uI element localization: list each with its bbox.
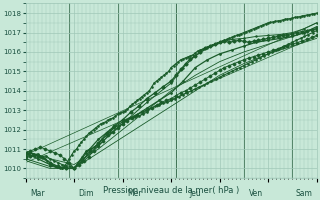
Text: Dim: Dim [78,189,94,198]
Text: Jeu: Jeu [189,189,201,198]
X-axis label: Pression niveau de la mer( hPa ): Pression niveau de la mer( hPa ) [103,186,239,195]
Text: Sam: Sam [296,189,313,198]
Text: Mer: Mer [127,189,142,198]
Text: Mar: Mar [30,189,45,198]
Text: Ven: Ven [249,189,263,198]
